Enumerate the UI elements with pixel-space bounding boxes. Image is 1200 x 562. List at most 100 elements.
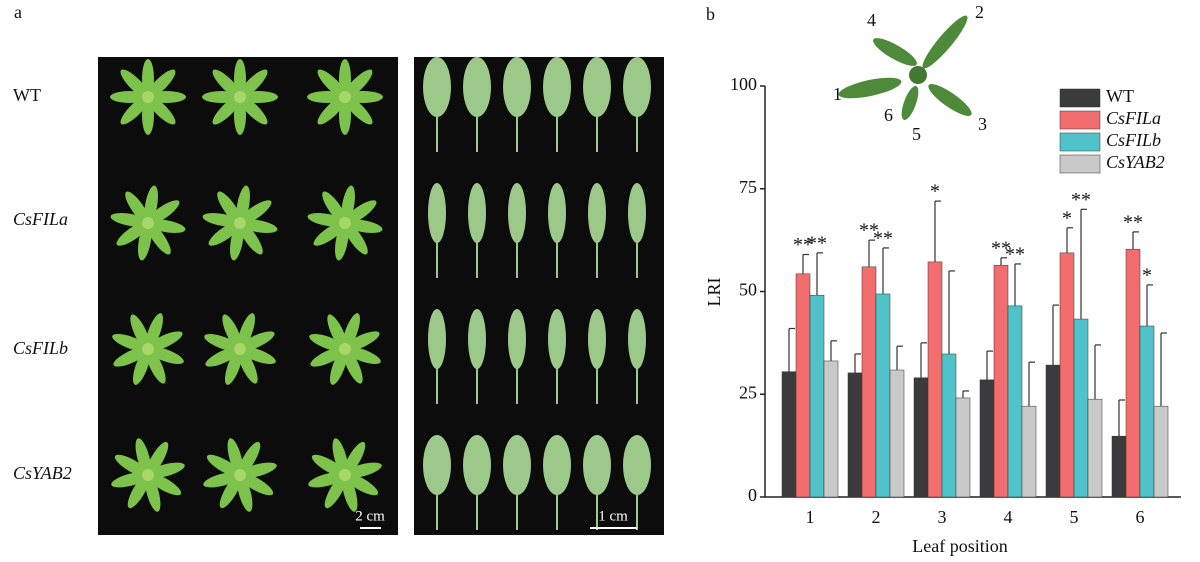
- inset-label: 5: [912, 124, 921, 144]
- significance: **: [1005, 244, 1025, 266]
- leaf-blade: [468, 183, 486, 243]
- bar: [941, 353, 957, 498]
- rosette-leaf: [145, 347, 166, 384]
- rosette-leaf: [120, 69, 151, 100]
- x-axis-title: Leaf position: [912, 536, 1007, 556]
- y-tick-label: 75: [739, 177, 757, 197]
- bar: [955, 397, 971, 498]
- rosette-leaf: [324, 473, 348, 509]
- rosette-leaf: [309, 333, 347, 352]
- rosette-leaf: [343, 462, 382, 479]
- inset-label: 4: [867, 10, 876, 30]
- legend-label: CsYAB2: [1106, 152, 1165, 172]
- leaf-blade: [428, 309, 446, 369]
- bar: [1087, 398, 1103, 498]
- rosette-leaf: [237, 94, 268, 125]
- rosette-leaf: [204, 333, 242, 352]
- significance: *: [1142, 265, 1152, 287]
- leaf-blade: [623, 57, 651, 117]
- rosette-leaf: [313, 220, 347, 246]
- legend-swatch: [1059, 88, 1101, 108]
- rosette-center: [234, 91, 246, 103]
- legend-swatch: [1059, 132, 1101, 152]
- bar: [927, 261, 943, 498]
- leaf-blade: [588, 309, 606, 369]
- rosette-leaf: [130, 314, 151, 351]
- bar: [823, 360, 839, 498]
- rosette-leaf: [342, 313, 361, 351]
- rosette-leaf: [146, 462, 185, 479]
- leaf-blade: [583, 435, 611, 495]
- rosette-center: [142, 469, 154, 481]
- bar: [1153, 405, 1169, 498]
- bar: [979, 379, 995, 498]
- rosette-leaf: [317, 69, 348, 100]
- bar: [1045, 364, 1061, 498]
- rosette-center: [142, 343, 154, 355]
- rosette-leaf: [222, 314, 243, 351]
- leaf-blade: [623, 435, 651, 495]
- bar: [875, 293, 891, 498]
- rosette-leaf: [145, 221, 171, 255]
- bar: [1111, 435, 1127, 498]
- rosette-leaf: [342, 347, 363, 384]
- rosette-leaf: [145, 69, 176, 100]
- row-label: CsFILb: [13, 338, 68, 358]
- legend-label: CsFILb: [1106, 130, 1161, 150]
- rosette-center: [234, 343, 246, 355]
- bar: [993, 264, 1009, 498]
- bar: [1139, 325, 1155, 498]
- rosette-leaf: [238, 462, 277, 479]
- leaf-blade: [628, 183, 646, 243]
- rosette-center: [339, 91, 351, 103]
- bar: [781, 371, 797, 498]
- leaf-blade: [503, 435, 531, 495]
- significance: **: [1123, 211, 1143, 233]
- bar: [809, 294, 825, 498]
- y-axis-title: LRI: [704, 277, 724, 306]
- x-tick-label: 3: [938, 507, 947, 527]
- bar: [1125, 248, 1141, 498]
- rosette-leaf: [112, 333, 150, 352]
- rosette-leaf: [342, 69, 373, 100]
- leaf: [909, 66, 927, 84]
- rosette-leaf: [217, 191, 243, 225]
- rosette-leaf: [120, 94, 151, 125]
- rosette-inset: [838, 15, 972, 121]
- rosette-leaf: [114, 454, 150, 478]
- leaf-blade: [463, 57, 491, 117]
- rosette-leaf: [145, 94, 176, 125]
- x-tick-label: 2: [872, 507, 881, 527]
- leaf-blade: [508, 183, 526, 243]
- rosette-leaf: [237, 313, 256, 351]
- panel-label: a: [14, 2, 22, 22]
- rosette-leaf: [237, 69, 268, 100]
- row-label: CsYAB2: [13, 463, 72, 483]
- rosette-leaf: [322, 191, 348, 225]
- leaf-blade: [508, 309, 526, 369]
- rosette-leaf: [343, 472, 379, 496]
- rosette-leaf: [146, 331, 183, 352]
- rosette-leaf: [146, 472, 182, 496]
- significance: *: [930, 181, 940, 203]
- leaf: [922, 15, 968, 69]
- scale-bar-label: 2 cm: [355, 508, 385, 524]
- inset-label: 2: [975, 2, 984, 22]
- scale-bar-label: 1 cm: [598, 508, 628, 524]
- significance: **: [807, 232, 827, 254]
- significance: **: [873, 228, 893, 250]
- leaf-blade: [423, 435, 451, 495]
- significance: **: [1071, 189, 1091, 211]
- rosette-leaf: [310, 346, 347, 367]
- rosette-center: [234, 217, 246, 229]
- leaf-blade: [428, 183, 446, 243]
- leaf-blade: [468, 309, 486, 369]
- rosette-leaf: [145, 313, 164, 351]
- significance: **: [793, 234, 813, 256]
- rosette-center: [339, 343, 351, 355]
- leaf-blade: [548, 183, 566, 243]
- legend-label: WT: [1106, 86, 1134, 106]
- panel-label: b: [706, 4, 715, 24]
- row-label: WT: [13, 85, 41, 105]
- leaf-blade: [463, 435, 491, 495]
